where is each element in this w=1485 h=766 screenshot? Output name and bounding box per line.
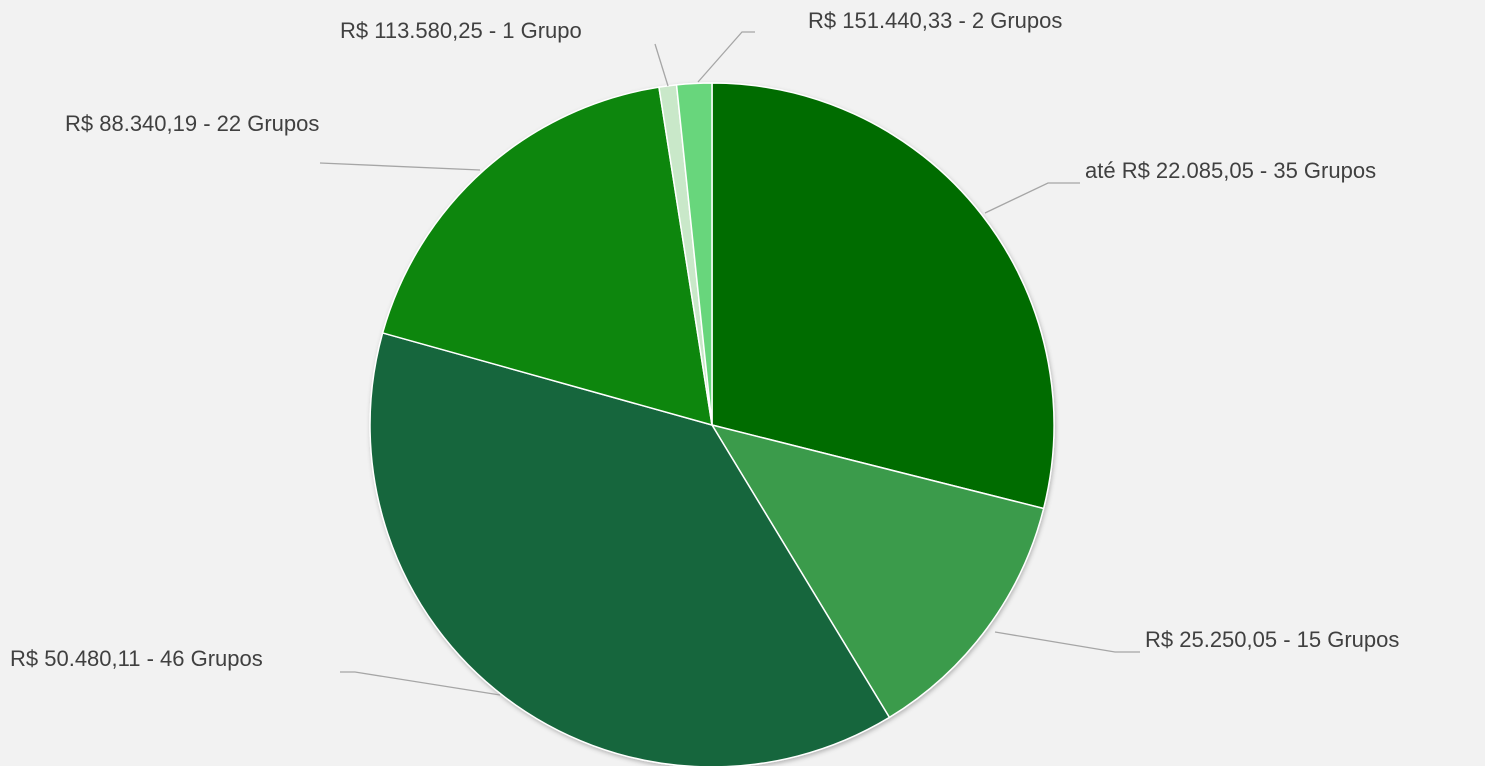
slice-label: R$ 25.250,05 - 15 Grupos [1145, 627, 1399, 652]
pie-slice [711, 82, 1055, 510]
pie [369, 82, 1055, 766]
labels: até R$ 22.085,05 - 35 Grupos R$ 25.250,05… [10, 8, 1399, 696]
slice-label: R$ 50.480,11 - 46 Grupos [10, 646, 263, 671]
pie-slice [381, 86, 713, 427]
slice-label: até R$ 22.085,05 - 35 Grupos [1085, 158, 1376, 183]
slice-label: R$ 113.580,25 - 1 Grupo [340, 18, 582, 43]
pie-slice [710, 423, 1045, 719]
leader-line [340, 671, 501, 696]
leader-line [697, 31, 755, 83]
leader-line [319, 162, 481, 171]
pie-slice [369, 331, 891, 766]
leader-line [654, 43, 669, 87]
pie-slice [675, 82, 713, 426]
leader-line [994, 631, 1140, 653]
slice-label: R$ 151.440,33 - 2 Grupos [808, 8, 1062, 33]
slice-label: R$ 88.340,19 - 22 Grupos [65, 111, 319, 136]
leader-line [984, 182, 1080, 214]
